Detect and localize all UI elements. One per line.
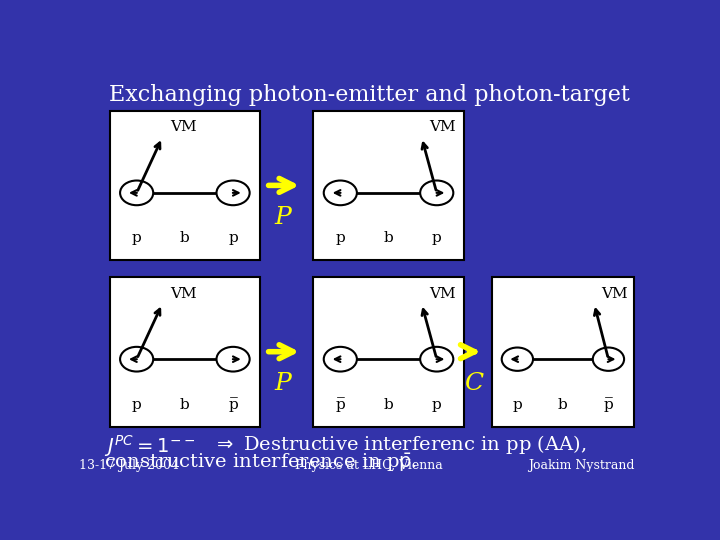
Text: b: b [384,397,393,411]
Text: p: p [132,231,142,245]
Text: Physics at LHC, Vienna: Physics at LHC, Vienna [295,460,443,472]
Text: Exchanging photon-emitter and photon-target: Exchanging photon-emitter and photon-tar… [109,84,629,105]
Text: p: p [228,231,238,245]
Circle shape [420,180,454,205]
Text: b: b [384,231,393,245]
Text: P: P [274,206,291,229]
Circle shape [420,347,454,372]
Text: VM: VM [170,287,197,301]
Text: C: C [464,373,483,395]
Text: VM: VM [170,120,197,134]
Text: p̅: p̅ [336,397,345,411]
FancyBboxPatch shape [109,277,260,427]
Text: b: b [180,397,190,411]
Circle shape [120,347,153,372]
Circle shape [324,347,357,372]
Text: p: p [432,231,441,245]
Circle shape [324,180,357,205]
FancyBboxPatch shape [109,111,260,260]
Text: p: p [132,397,142,411]
Text: p: p [513,397,522,411]
Text: VM: VM [601,287,628,301]
Text: 13-17 July 2004: 13-17 July 2004 [79,460,179,472]
Text: VM: VM [429,120,456,134]
Text: b: b [558,397,568,411]
Circle shape [502,348,533,371]
Text: p: p [336,231,345,245]
Text: $J^{PC} = 1^{--}$: $J^{PC} = 1^{--}$ [104,433,195,458]
Text: Joakim Nystrand: Joakim Nystrand [528,460,634,472]
Text: P: P [274,373,291,395]
Text: $\Rightarrow$ Destructive interferenc in pp (AA),: $\Rightarrow$ Destructive interferenc in… [213,433,586,456]
Circle shape [217,347,250,372]
FancyBboxPatch shape [492,277,634,427]
Text: p̅: p̅ [603,397,613,411]
Circle shape [217,180,250,205]
Text: p̅: p̅ [228,397,238,411]
Text: constructive interference in p$\bar{\rm p}$.: constructive interference in p$\bar{\rm … [104,451,417,475]
FancyBboxPatch shape [313,277,464,427]
Text: VM: VM [429,287,456,301]
Text: b: b [180,231,190,245]
Circle shape [120,180,153,205]
FancyBboxPatch shape [313,111,464,260]
Text: p: p [432,397,441,411]
Circle shape [593,348,624,371]
